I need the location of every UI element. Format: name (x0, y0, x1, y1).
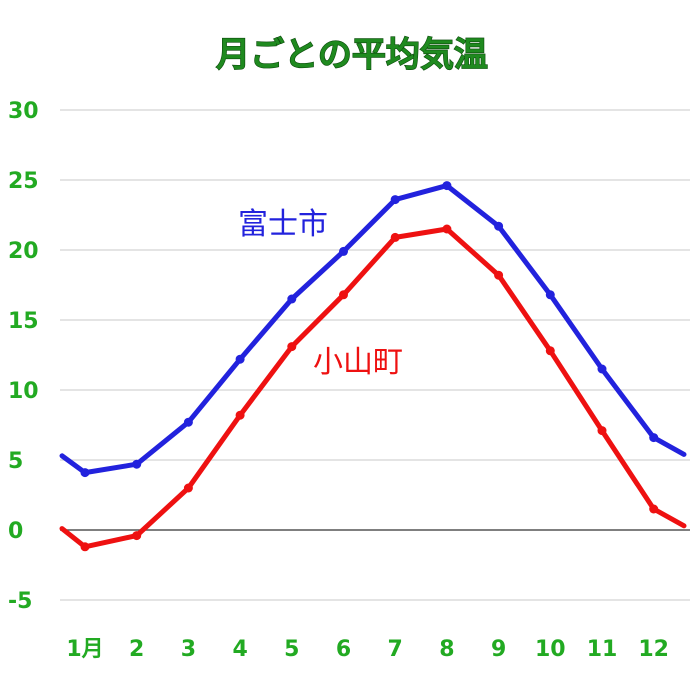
data-point (339, 246, 348, 256)
x-tick-label: 9 (491, 637, 506, 662)
x-tick-label: 1月 (66, 637, 103, 662)
data-point (390, 195, 400, 205)
series-name-label: 小山町 (313, 345, 403, 380)
data-point (390, 232, 400, 242)
y-tick-label: 30 (8, 99, 39, 124)
data-point (235, 410, 245, 420)
x-tick-label: 10 (535, 637, 566, 662)
x-tick-label: 12 (638, 637, 669, 662)
data-point (649, 433, 659, 443)
data-point (235, 354, 245, 364)
data-point (287, 294, 297, 304)
series-name-label: 富士市 (238, 207, 328, 242)
y-tick-label: 5 (8, 449, 23, 474)
x-tick-label: 5 (284, 637, 299, 662)
data-point (494, 221, 504, 231)
data-point (132, 459, 142, 469)
data-point (132, 531, 142, 541)
data-point (287, 342, 297, 352)
x-tick-label: 3 (181, 637, 196, 662)
x-tick-label: 2 (129, 637, 144, 662)
y-tick-label: 0 (8, 519, 23, 544)
y-tick-label: -5 (8, 589, 32, 614)
x-tick-label: 8 (439, 637, 454, 662)
series-line (59, 226, 687, 550)
x-tick-label: 11 (587, 637, 618, 662)
y-tick-label: 15 (8, 309, 39, 334)
data-point (80, 542, 90, 552)
data-point (494, 270, 504, 280)
chart-title: 月ごとの平均気温 (216, 35, 488, 75)
data-point (597, 364, 607, 374)
y-tick-label: 25 (8, 169, 39, 194)
data-point (442, 224, 452, 234)
y-tick-label: 20 (8, 239, 39, 264)
data-point (442, 181, 452, 191)
data-point (80, 468, 90, 478)
x-tick-label: 6 (336, 637, 351, 662)
data-point (183, 417, 193, 427)
x-tick-label: 4 (232, 637, 247, 662)
data-point (183, 483, 193, 493)
data-point (339, 290, 348, 300)
y-tick-label: 10 (8, 379, 39, 404)
x-tick-label: 7 (388, 637, 403, 662)
data-point (597, 426, 607, 436)
data-point (545, 290, 555, 300)
series-line (59, 183, 687, 476)
data-point (545, 346, 555, 356)
data-point (649, 504, 659, 514)
